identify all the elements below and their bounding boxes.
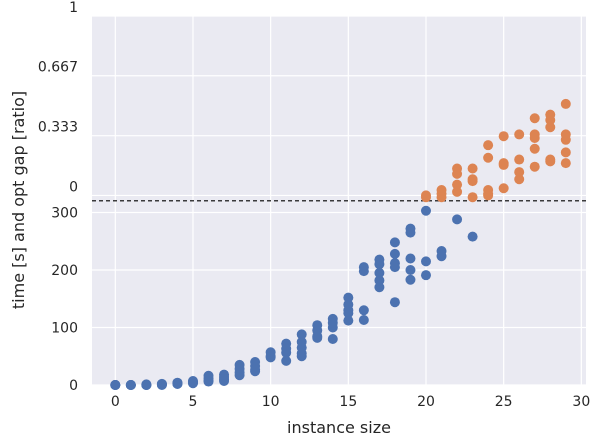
y-tick-label-upper: 0.333 [38, 120, 78, 136]
point-time [281, 355, 292, 366]
x-tick-label: 25 [495, 394, 513, 410]
point-opt-gap [560, 98, 571, 109]
point-opt-gap [545, 115, 556, 126]
y-tick-label-lower: 300 [51, 206, 78, 222]
x-tick-label: 10 [262, 394, 280, 410]
x-tick-label: 5 [189, 394, 198, 410]
point-opt-gap [529, 161, 540, 172]
y-tick-label-lower: 200 [51, 263, 78, 279]
point-opt-gap [467, 192, 478, 203]
point-time [343, 315, 354, 326]
point-time [420, 270, 431, 281]
point-opt-gap [483, 190, 494, 201]
point-time [405, 227, 416, 238]
point-time [374, 282, 385, 293]
point-opt-gap [529, 143, 540, 154]
point-time [141, 380, 152, 390]
point-time [296, 351, 307, 362]
point-time [172, 378, 183, 389]
point-time [125, 380, 136, 390]
x-tick-label: 20 [417, 394, 435, 410]
point-time [265, 352, 276, 363]
point-time [343, 292, 354, 303]
point-time [234, 370, 245, 381]
point-time [374, 259, 385, 270]
y-tick-label-upper: 1 [69, 0, 78, 16]
point-time [281, 347, 292, 358]
point-opt-gap [436, 192, 447, 203]
point-time [389, 237, 400, 248]
point-opt-gap [452, 186, 463, 197]
point-time [389, 248, 400, 259]
y-tick-label-lower: 100 [51, 321, 78, 337]
point-time [312, 332, 323, 343]
point-time [219, 375, 230, 386]
point-time [358, 266, 369, 277]
point-time [420, 205, 431, 216]
point-time [343, 308, 354, 319]
point-time [405, 253, 416, 264]
point-opt-gap [467, 176, 478, 187]
point-time [296, 329, 307, 340]
point-opt-gap [483, 152, 494, 163]
y-tick-label-upper: 0.667 [38, 60, 78, 76]
point-time [467, 231, 478, 242]
point-time [436, 251, 447, 262]
x-axis-label: instance size [287, 418, 391, 437]
point-opt-gap [545, 156, 556, 167]
point-opt-gap [514, 174, 525, 185]
point-opt-gap [514, 167, 525, 178]
point-time [405, 274, 416, 285]
y-tick-labels: 0 0.333 0.667 1 0 100 200 300 [38, 0, 78, 394]
point-opt-gap [498, 131, 509, 142]
x-tick-labels: 0 5 10 15 20 25 30 [111, 394, 590, 410]
point-opt-gap [498, 183, 509, 194]
y-tick-label-lower: 0 [69, 378, 78, 394]
point-opt-gap [514, 129, 525, 140]
point-opt-gap [514, 154, 525, 165]
point-time [389, 262, 400, 273]
x-tick-label: 15 [339, 394, 357, 410]
point-opt-gap [529, 113, 540, 124]
point-time [420, 256, 431, 267]
point-time [389, 297, 400, 308]
point-opt-gap [452, 179, 463, 190]
point-opt-gap [545, 122, 556, 133]
point-time [187, 378, 198, 389]
point-time [110, 380, 121, 390]
point-time [358, 315, 369, 326]
point-opt-gap [420, 192, 431, 203]
point-opt-gap [560, 158, 571, 169]
point-opt-gap [560, 134, 571, 145]
y-tick-label-upper: 0 [69, 179, 78, 195]
y-axis-label: time [s] and opt gap [ratio] [9, 91, 28, 309]
point-time [250, 366, 261, 377]
point-opt-gap [452, 168, 463, 179]
point-time [327, 322, 338, 333]
point-time [405, 265, 416, 275]
x-tick-label: 30 [572, 394, 590, 410]
point-time [374, 275, 385, 286]
x-tick-label: 0 [111, 394, 120, 410]
point-opt-gap [529, 133, 540, 144]
point-time [374, 267, 385, 278]
point-time [358, 305, 369, 316]
point-opt-gap [467, 163, 478, 174]
point-opt-gap [560, 147, 571, 158]
grid [92, 15, 586, 386]
point-time [203, 376, 214, 387]
point-time [327, 334, 338, 344]
point-opt-gap [498, 159, 509, 170]
point-opt-gap [483, 140, 494, 151]
data-points [110, 98, 571, 390]
point-time [156, 379, 167, 390]
point-time [452, 214, 463, 225]
